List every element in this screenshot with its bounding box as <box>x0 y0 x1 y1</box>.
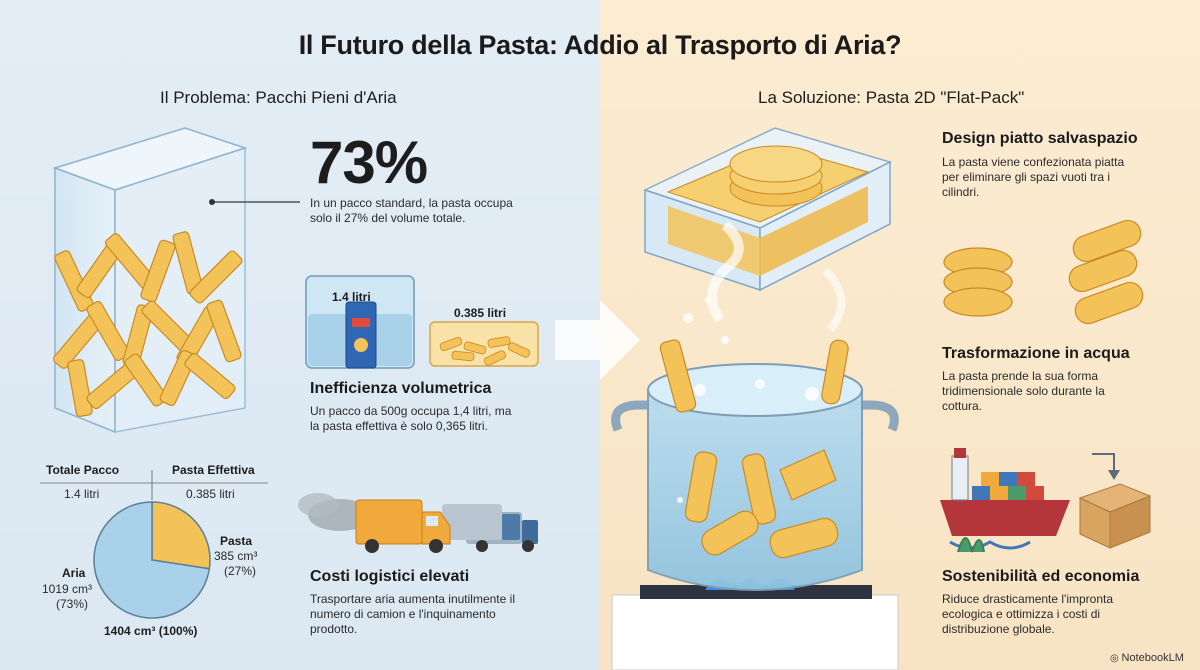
page-title: Il Futuro della Pasta: Addio al Trasport… <box>298 30 902 60</box>
pie-label-total: 1404 cm³ (100%) <box>104 624 198 638</box>
stat-caption-line: solo il 27% del volume totale. <box>310 211 466 225</box>
volume-comparison-illustration <box>305 275 539 369</box>
left-heading: Il Problema: Pacchi Pieni d'Aria <box>160 88 397 107</box>
logistic-line: prodotto. <box>310 622 358 636</box>
transition-arrow <box>555 300 640 380</box>
design-text: La pasta viene confezionata piatta per e… <box>942 155 1124 200</box>
logistic-text: Trasportare aria aumenta inutilmente il … <box>310 592 515 637</box>
pie-slice-pasta <box>151 501 211 570</box>
pasta-shapes-illustration <box>943 219 1144 325</box>
trucks-illustration <box>298 493 538 553</box>
big-stat: 73% <box>310 129 428 196</box>
logistic-line: Trasportare aria aumenta inutilmente il <box>310 592 515 606</box>
pie-label-pasta-pct: (27%) <box>224 564 257 578</box>
sustainability-line: ecologica e ottimizza i costi di <box>942 607 1101 621</box>
pie-chart <box>93 501 211 619</box>
transform-line: cottura. <box>942 399 983 413</box>
brand-text: NotebookLM <box>1121 652 1184 664</box>
sustainability-line: distribuzione globale. <box>942 622 1055 636</box>
transform-line: tridimensionale solo durante la <box>942 384 1105 398</box>
design-line: cilindri. <box>942 185 980 199</box>
volume-label-pack: 1.4 litri <box>332 290 371 304</box>
stat-caption-line: In un pacco standard, la pasta occupa <box>310 196 513 210</box>
pie-label-pasta-value: 385 cm³ <box>214 549 258 563</box>
cargo-ship-illustration <box>940 448 1152 553</box>
pie-label-pasta-name: Pasta <box>220 534 253 548</box>
right-heading: La Soluzione: Pasta 2D "Flat-Pack" <box>758 88 1025 107</box>
stat-caption: In un pacco standard, la pasta occupa so… <box>310 196 513 226</box>
transform-text: La pasta prende la sua forma tridimensio… <box>942 369 1105 414</box>
compare-header-effective: Pasta Effettiva <box>172 463 255 477</box>
inefficiency-line: Un pacco da 500g occupa 1,4 litri, ma <box>310 404 512 418</box>
pie-label-aria-name: Aria <box>62 566 86 580</box>
sustainability-line: Riduce drasticamente l'impronta <box>942 592 1114 606</box>
compare-value-effective: 0.385 litri <box>186 487 235 501</box>
sustainability-text: Riduce drasticamente l'impronta ecologic… <box>942 592 1113 637</box>
design-line: per eliminare gli spazi vuoti tra i <box>942 170 1111 184</box>
compare-header-total: Totale Pacco <box>46 463 120 477</box>
design-line: La pasta viene confezionata piatta <box>942 155 1125 169</box>
design-title: Design piatto salvaspazio <box>942 130 1138 147</box>
sustainability-title: Sostenibilità ed economia <box>942 568 1140 585</box>
flat-pack-illustration <box>642 127 893 292</box>
cooking-pot-illustration <box>611 221 899 670</box>
volume-label-pasta: 0.385 litri <box>454 306 507 320</box>
inefficiency-line: la pasta effettiva è solo 0,365 litri. <box>310 419 488 433</box>
pie-label-aria-value: 1019 cm³ <box>42 582 93 596</box>
compare-value-total: 1.4 litri <box>64 487 100 501</box>
pie-label-aria-pct: (73%) <box>56 597 89 611</box>
brand-label: ◎ NotebookLM <box>1110 652 1184 664</box>
logistic-line: numero di camion e l'inquinamento <box>310 607 496 621</box>
logistic-title: Costi logistici elevati <box>310 568 470 585</box>
transform-line: La pasta prende la sua forma <box>942 369 1099 383</box>
brand-icon: ◎ <box>1110 653 1122 664</box>
pie-slice-aria <box>93 501 211 619</box>
transform-title: Trasformazione in acqua <box>942 345 1130 362</box>
pasta-box-illustration <box>52 127 300 434</box>
inefficiency-text: Un pacco da 500g occupa 1,4 litri, ma la… <box>310 404 511 434</box>
inefficiency-title: Inefficienza volumetrica <box>310 380 492 397</box>
